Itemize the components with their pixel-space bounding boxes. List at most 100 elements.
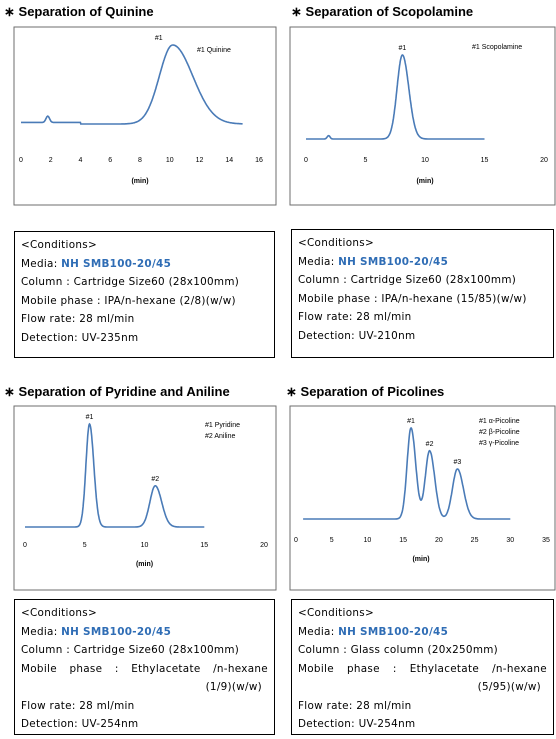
conditions-box-pyridine-aniline: <Conditions> Media: NH SMB100-20/45 Colu… <box>14 599 275 735</box>
column-line: Column : Cartridge Size60 (28x100mm) <box>21 644 240 656</box>
chromatogram-pyridine-aniline: 0 5 10 15 20 (min) #1 #2 #1 Pyridine #2 Aniline <box>13 405 277 591</box>
conditions-header: <Conditions> <box>298 607 375 619</box>
flow-rate-line: Flow rate: 28 ml/min <box>21 313 135 325</box>
mobile-phase-line: Mobile phase : IPA/n-hexane (15/85)(w/w) <box>298 292 527 305</box>
x-axis-label: (min) <box>136 561 153 568</box>
x-tick-label: 35 <box>542 537 550 544</box>
chromatogram-panel-picolines: 0 5 10 15 20 25 30 35 (min) #1 #2 #3 #1 α-Picoline #2… <box>289 405 556 591</box>
x-tick-label: 0 <box>304 157 308 164</box>
x-tick-label: 20 <box>435 537 443 544</box>
x-tick-label: 0 <box>19 157 23 164</box>
x-tick-label: 25 <box>471 537 479 544</box>
x-tick-label: 6 <box>108 157 112 164</box>
peak-label: #3 <box>454 459 462 466</box>
mobile-phase-word: : <box>114 662 119 675</box>
media-label: Media: <box>298 625 335 638</box>
chromatogram-scopolamine: 0 5 10 15 20 (min) #1 #1 Scopolamine <box>289 26 556 206</box>
x-tick-label: 2 <box>49 157 53 164</box>
detection-line: Detection: UV-210nm <box>298 329 416 342</box>
chromatogram-panel-scopolamine: 0 5 10 15 20 (min) #1 #1 Scopolamine <box>0 0 556 206</box>
x-tick-label: 30 <box>506 537 514 544</box>
media-label: Media: <box>21 257 58 270</box>
flow-rate-line: Flow rate: 28 ml/min <box>298 699 412 712</box>
star-bullet: ∗ <box>291 4 302 19</box>
media-value: NH SMB100-20/45 <box>61 257 172 270</box>
chromatogram-panel-pyridine-aniline: 0 5 10 15 20 (min) #1 #2 #1 Pyridine #2 Aniline <box>0 0 277 591</box>
conditions-box-quinine: <Conditions> Media: NH SMB100-20/45 Colu… <box>14 231 275 358</box>
mobile-phase-word: phase <box>69 662 103 675</box>
x-tick-label: 15 <box>200 542 208 549</box>
conditions-box-scopolamine: <Conditions> Media: NH SMB100-20/45 Colu… <box>291 229 554 358</box>
chart-title-quinine: ∗ Separation of Quinine <box>4 4 154 20</box>
chart-title-text: Separation of Picolines <box>300 384 445 399</box>
detection-line: Detection: UV-235nm <box>21 331 139 344</box>
chart-title-text: Separation of Quinine <box>18 4 154 19</box>
peak-label: #1 <box>155 35 163 42</box>
mobile-phase-word: phase <box>346 662 380 675</box>
media-line: Media: NH SMB100-20/45 <box>21 255 268 274</box>
media-line: Media: NH SMB100-20/45 <box>21 623 268 642</box>
chromatogram-picolines: 0 5 10 15 20 25 30 35 (min) #1 #2 #3 #1 α-Picoline #2… <box>289 405 556 591</box>
chart-frame <box>289 26 556 206</box>
x-tick-label: 15 <box>399 537 407 544</box>
peak-label: #1 <box>398 45 406 52</box>
mobile-phase-line: Mobile phase : Ethylacetate /n-hexane <box>21 660 268 679</box>
flow-rate-line: Flow rate: 28 ml/min <box>21 699 135 712</box>
mobile-phase-word: Ethylacetate <box>409 662 480 675</box>
flow-rate-line: Flow rate: 28 ml/min <box>298 311 412 323</box>
chromatogram-panel-quinine: 0 2 4 6 8 10 12 14 16 (min) #1 #1 Quinine <box>0 0 277 206</box>
mobile-phase-line: Mobile phase : Ethylacetate /n-hexane <box>298 660 547 679</box>
x-tick-label: 10 <box>141 542 149 549</box>
x-tick-label: 5 <box>364 157 368 164</box>
x-tick-label: 10 <box>166 157 174 164</box>
chart-title-scopolamine: ∗ Separation of Scopolamine <box>291 4 473 20</box>
x-tick-label: 8 <box>138 157 142 164</box>
media-label: Media: <box>21 625 58 638</box>
legend-entry: #1 Pyridine <box>205 422 240 429</box>
x-tick-label: 15 <box>481 157 489 164</box>
mobile-phase-word: Ethylacetate <box>131 662 201 675</box>
legend-entry: #1 α-Picoline <box>479 418 520 425</box>
mobile-phase-word: : <box>392 662 397 675</box>
chromatogram-quinine: 0 2 4 6 8 10 12 14 16 (min) #1 #1 Quinine <box>13 26 277 206</box>
x-axis-label: (min) <box>416 178 433 185</box>
media-value: NH SMB100-20/45 <box>61 625 172 638</box>
legend-entry: #1 Quinine <box>197 47 231 54</box>
detection-line: Detection: UV-254nm <box>298 718 416 730</box>
column-line: Column : Cartridge Size60 (28x100mm) <box>21 276 240 288</box>
chromatogram-trace <box>306 54 485 140</box>
chart-title-picolines: ∗ Separation of Picolines <box>286 384 444 400</box>
chart-frame <box>13 405 277 591</box>
x-tick-label: 10 <box>421 157 429 164</box>
x-tick-label: 4 <box>79 157 83 164</box>
x-tick-label: 16 <box>255 157 263 164</box>
media-line: Media: NH SMB100-20/45 <box>298 623 547 642</box>
x-axis-label: (min) <box>412 556 429 563</box>
peak-label: #2 <box>426 441 434 448</box>
media-line: Media: NH SMB100-20/45 <box>298 253 547 272</box>
mobile-phase-line: Mobile phase : IPA/n-hexane (2/8)(w/w) <box>21 294 236 307</box>
chromatogram-trace <box>25 422 205 528</box>
x-tick-label: 5 <box>83 542 87 549</box>
media-value: NH SMB100-20/45 <box>338 625 449 638</box>
legend-entry: #1 Scopolamine <box>472 44 522 51</box>
peak-label: #1 <box>407 418 415 425</box>
legend-entry: #3 γ-Picoline <box>479 440 519 447</box>
x-axis-label: (min) <box>131 178 148 185</box>
mobile-phase-word: /n-hexane <box>492 662 547 675</box>
star-bullet: ∗ <box>4 384 15 399</box>
media-label: Media: <box>298 255 335 268</box>
x-tick-label: 0 <box>23 542 27 549</box>
chromatogram-trace <box>303 427 511 520</box>
legend-entry: #2 β-Picoline <box>479 429 520 436</box>
chromatogram-trace <box>21 44 243 125</box>
mobile-phase-word: Mobile <box>298 662 334 675</box>
peak-label: #1 <box>86 414 94 421</box>
column-line: Column : Cartridge Size60 (28x100mm) <box>298 274 517 286</box>
mobile-phase-word: Mobile <box>21 662 57 675</box>
conditions-header: <Conditions> <box>21 239 98 251</box>
x-tick-label: 10 <box>364 537 372 544</box>
mobile-phase-continuation: (1/9)(w/w) <box>205 681 262 693</box>
legend-entry: #2 Aniline <box>205 433 235 440</box>
x-tick-label: 20 <box>260 542 268 549</box>
